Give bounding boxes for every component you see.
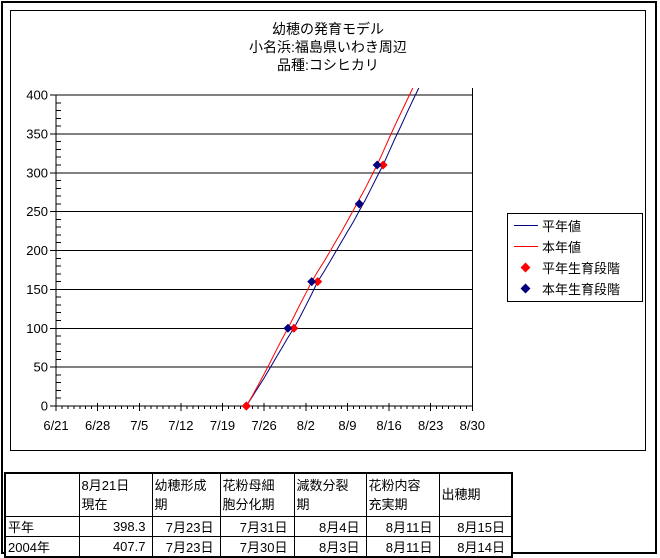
legend-item-honnen-line: 本年値 — [508, 236, 642, 257]
marker-diamond-平年生育段階 — [289, 323, 299, 333]
table-cell: 8月11日 — [365, 535, 440, 557]
x-tick-label: 8/2 — [297, 418, 315, 433]
y-tick-label: 150 — [26, 282, 48, 297]
table-row: 平年 398.3 7月23日 7月31日 8月4日 8月11日 8月15日 — [4, 515, 513, 537]
stage-table: 8月21日 現在 幼穂形成 期花粉母細 胞分化期 減数分裂 期花粉内容 充実期 出穂期… — [4, 472, 513, 558]
table-header-cell: 花粉母細 胞分化期 — [219, 472, 295, 517]
marker-diamond-本年生育段階 — [307, 277, 317, 287]
table-cell: 407.7 — [78, 535, 153, 557]
table-header-cell: 8月21日 現在 — [78, 472, 153, 517]
chart-title: 幼穂の発育モデル 小名浜:福島県いわき周辺 品種:コシヒカリ — [10, 20, 646, 74]
series-line-本年値 — [245, 87, 414, 407]
y-tick-label: 250 — [26, 204, 48, 219]
legend-item-heinen-stage: 平年生育段階 — [508, 257, 642, 278]
table-cell: 8月3日 — [293, 535, 367, 557]
legend-label: 平年生育段階 — [542, 261, 621, 276]
marker-diamond-本年生育段階 — [283, 323, 293, 333]
marker-diamond-本年生育段階 — [354, 199, 364, 209]
table-header-row: 8月21日 現在 幼穂形成 期花粉母細 胞分化期 減数分裂 期花粉内容 充実期 出穂期 — [4, 472, 513, 517]
y-tick-label: 400 — [26, 88, 48, 103]
marker-diamond-平年生育段階 — [378, 160, 388, 170]
table-cell: 8月15日 — [438, 515, 513, 537]
line-swatch-icon — [514, 225, 538, 226]
marker-diamond-本年生育段階 — [372, 160, 382, 170]
marker-diamond-平年生育段階 — [313, 277, 323, 287]
chart-title-line-1: 幼穂の発育モデル — [272, 21, 384, 37]
table-cell: 8月11日 — [365, 515, 440, 537]
legend-label: 本年値 — [542, 240, 582, 255]
legend-label: 平年値 — [542, 219, 582, 234]
table-row: 2004年 407.7 7月23日 7月30日 8月3日 8月11日 8月14日 — [4, 535, 513, 557]
x-tick-label: 8/30 — [460, 418, 485, 433]
y-tick-label: 0 — [41, 399, 48, 414]
x-tick-label: 6/28 — [85, 418, 110, 433]
legend-item-honnen-stage: 本年生育段階 — [508, 278, 642, 299]
table-cell: 7月23日 — [151, 515, 221, 537]
table-cell: 398.3 — [78, 515, 153, 537]
legend-label: 本年生育段階 — [542, 282, 621, 297]
table-header-cell: 出穂期 — [438, 472, 513, 517]
plot-area: 0 50 100 150 200 250 300 350 400 6/21 6/28 7/5 7/12 7… — [26, 87, 485, 434]
x-tick-label: 6/21 — [43, 418, 68, 433]
table-row-label: 平年 — [4, 515, 80, 537]
line-swatch-icon — [514, 246, 538, 247]
legend-item-heinen-line: 平年値 — [508, 215, 642, 236]
legend: 平年値 本年値 平年生育段階 本年生育段階 — [507, 213, 643, 302]
y-tick-label: 300 — [26, 165, 48, 180]
table-header-cell — [4, 472, 80, 517]
table-cell: 8月4日 — [293, 515, 367, 537]
x-tick-label: 7/5 — [130, 418, 148, 433]
x-tick-label: 7/12 — [168, 418, 193, 433]
table-cell: 7月30日 — [219, 535, 295, 557]
x-tick-label: 8/9 — [338, 418, 356, 433]
table-row-label: 2004年 — [4, 535, 80, 557]
table-cell: 7月23日 — [151, 535, 221, 557]
marker-diamond-平年生育段階 — [241, 401, 251, 411]
x-tick-label: 7/26 — [251, 418, 276, 433]
x-tick-label: 7/19 — [210, 418, 235, 433]
series-line-平年値 — [245, 87, 420, 407]
table-cell: 7月31日 — [219, 515, 295, 537]
chart-title-line-3: 品種:コシヒカリ — [277, 57, 379, 73]
table-cell: 8月14日 — [438, 535, 513, 557]
y-tick-label: 200 — [26, 243, 48, 258]
x-tick-label: 8/23 — [418, 418, 443, 433]
y-tick-label: 100 — [26, 321, 48, 336]
table-header-cell: 花粉内容 充実期 — [365, 472, 440, 517]
y-tick-label: 50 — [34, 360, 48, 375]
chart-title-line-2: 小名浜:福島県いわき周辺 — [249, 39, 407, 55]
table-header-cell: 減数分裂 期 — [293, 472, 367, 517]
table-header-cell: 幼穂形成 期 — [151, 472, 221, 517]
diamond-marker-icon — [520, 262, 531, 273]
x-tick-label: 8/16 — [376, 418, 401, 433]
y-tick-label: 350 — [26, 126, 48, 141]
diamond-marker-icon — [520, 283, 531, 294]
